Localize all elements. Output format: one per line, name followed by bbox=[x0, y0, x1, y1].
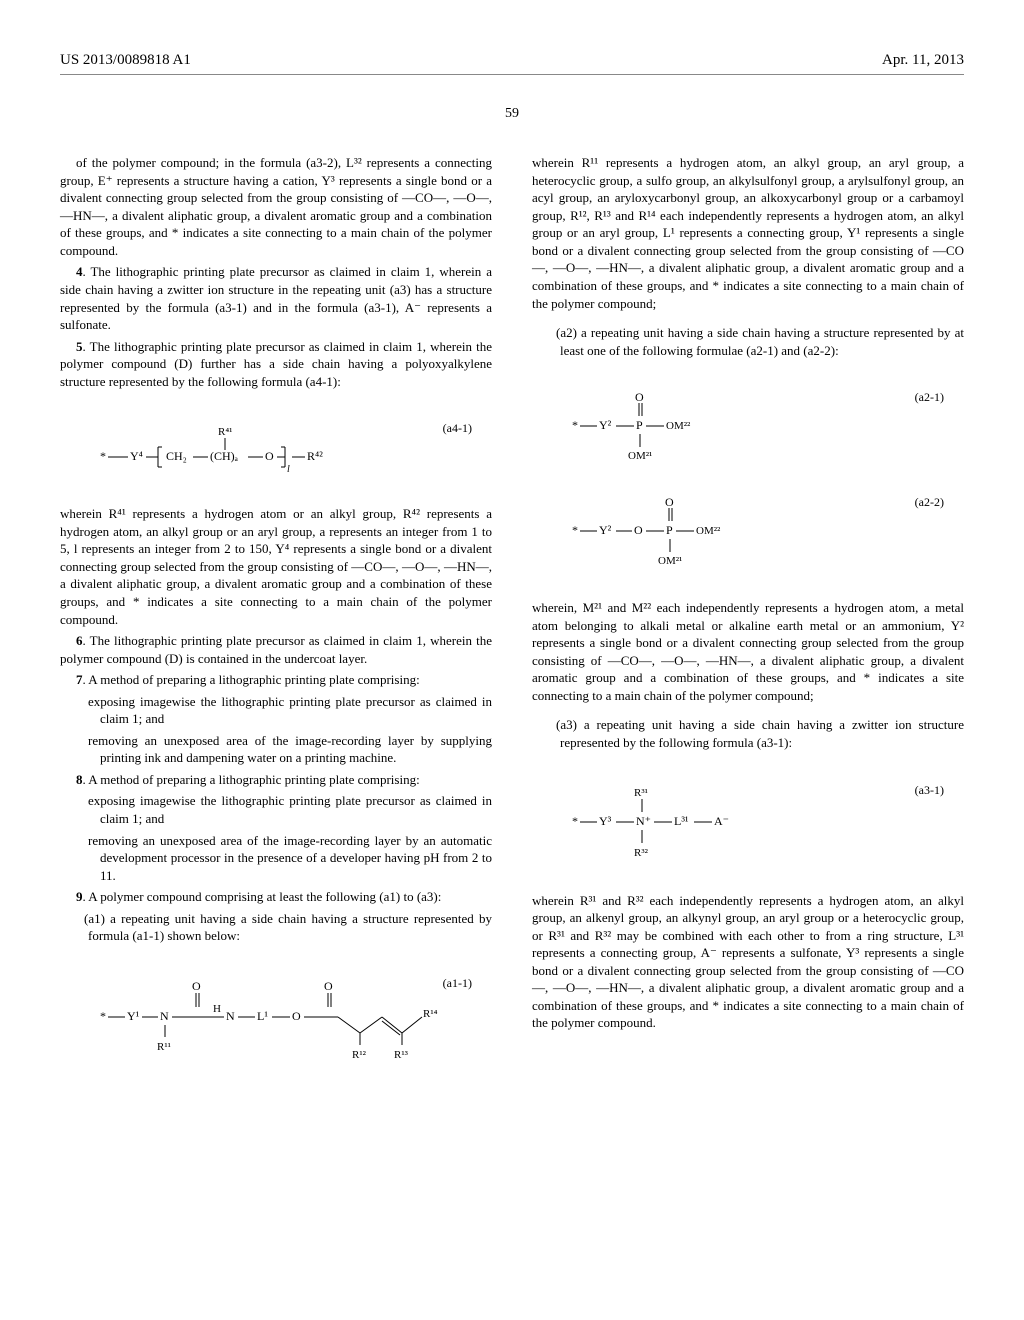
formula-a3-1-label: (a3-1) bbox=[915, 782, 944, 798]
svg-text:l: l bbox=[287, 464, 290, 475]
svg-text:*: * bbox=[572, 523, 578, 537]
claim-7-body: . A method of preparing a lithographic p… bbox=[83, 672, 420, 687]
patent-number: US 2013/0089818 A1 bbox=[60, 50, 191, 70]
svg-text:N: N bbox=[226, 1009, 235, 1023]
left-column: of the polymer compound; in the formula … bbox=[60, 154, 492, 1095]
claim-5: 5. The lithographic printing plate precu… bbox=[60, 338, 492, 391]
svg-text:*: * bbox=[100, 449, 106, 463]
svg-text:O: O bbox=[324, 979, 333, 993]
text-after-a3: wherein R³¹ and R³² each independently r… bbox=[532, 892, 964, 1032]
r11-description: wherein R¹¹ represents a hydrogen atom, … bbox=[532, 154, 964, 312]
continuation-text: of the polymer compound; in the formula … bbox=[60, 154, 492, 259]
svg-text:Y²: Y² bbox=[599, 523, 612, 537]
svg-text:Y³: Y³ bbox=[599, 814, 612, 828]
svg-text:OM²²: OM²² bbox=[666, 420, 691, 432]
a2-intro: (a2) a repeating unit having a side chai… bbox=[532, 324, 964, 359]
formula-a2-2-svg: * Y² O P O OM²¹ OM²² bbox=[572, 494, 792, 569]
claim-7: 7. A method of preparing a lithographic … bbox=[60, 671, 492, 689]
svg-text:*: * bbox=[572, 814, 578, 828]
svg-text:R⁴¹: R⁴¹ bbox=[218, 426, 232, 438]
formula-a1-1-label: (a1-1) bbox=[443, 975, 472, 991]
claim-8-body: . A method of preparing a lithographic p… bbox=[83, 772, 420, 787]
svg-text:H: H bbox=[213, 1003, 221, 1015]
formula-a4-1: (a4-1) * Y⁴ CH₂ (CH)ₐ R⁴¹ O bbox=[100, 420, 472, 475]
claim-9: 9. A polymer compound comprising at leas… bbox=[60, 888, 492, 906]
svg-text:CH₂: CH₂ bbox=[166, 449, 187, 463]
svg-text:OM²²: OM²² bbox=[696, 525, 721, 537]
formula-a3-1-svg: * Y³ N⁺ R³¹ R³² L³¹ A⁻ bbox=[572, 782, 802, 862]
claim-7-step-1: exposing imagewise the lithographic prin… bbox=[60, 693, 492, 728]
svg-text:(CH)ₐ: (CH)ₐ bbox=[210, 449, 239, 463]
svg-text:R³¹: R³¹ bbox=[634, 787, 648, 799]
formula-a1-1-svg: * Y¹ N R¹¹ O H N L¹ O bbox=[100, 975, 440, 1065]
svg-text:OM²¹: OM²¹ bbox=[628, 450, 652, 462]
svg-text:R¹²: R¹² bbox=[352, 1049, 367, 1061]
a3-intro: (a3) a repeating unit having a side chai… bbox=[532, 716, 964, 751]
svg-text:L¹: L¹ bbox=[257, 1009, 268, 1023]
svg-text:P: P bbox=[636, 418, 643, 432]
content-columns: of the polymer compound; in the formula … bbox=[60, 154, 964, 1095]
svg-text:O: O bbox=[634, 523, 643, 537]
formula-a2-2-label: (a2-2) bbox=[915, 494, 944, 510]
svg-text:O: O bbox=[665, 495, 674, 509]
svg-text:*: * bbox=[100, 1009, 106, 1023]
formula-a1-1: (a1-1) * Y¹ N R¹¹ O H N L¹ bbox=[100, 975, 472, 1065]
header: US 2013/0089818 A1 Apr. 11, 2013 bbox=[60, 50, 964, 75]
formula-a2-1-label: (a2-1) bbox=[915, 389, 944, 405]
claim-4-body: . The lithographic printing plate precur… bbox=[60, 264, 492, 332]
svg-text:R³²: R³² bbox=[634, 847, 649, 859]
claim-5-body: . The lithographic printing plate precur… bbox=[60, 339, 492, 389]
formula-a2-1-svg: * Y² P O OM²¹ OM²² bbox=[572, 389, 772, 464]
svg-text:R¹¹: R¹¹ bbox=[157, 1041, 171, 1053]
svg-text:*: * bbox=[572, 418, 578, 432]
svg-text:O: O bbox=[635, 390, 644, 404]
svg-text:O: O bbox=[192, 979, 201, 993]
claim-7-step-2: removing an unexposed area of the image-… bbox=[60, 732, 492, 767]
svg-text:L³¹: L³¹ bbox=[674, 814, 689, 828]
right-column: wherein R¹¹ represents a hydrogen atom, … bbox=[532, 154, 964, 1095]
svg-text:R¹⁴: R¹⁴ bbox=[423, 1008, 438, 1020]
formula-a4-1-svg: * Y⁴ CH₂ (CH)ₐ R⁴¹ O l bbox=[100, 420, 360, 475]
svg-text:Y²: Y² bbox=[599, 418, 612, 432]
formula-a3-1: (a3-1) * Y³ N⁺ R³¹ R³² L³¹ A⁻ bbox=[572, 782, 944, 862]
text-after-a2: wherein, M²¹ and M²² each independently … bbox=[532, 599, 964, 704]
svg-text:N⁺: N⁺ bbox=[636, 814, 651, 828]
svg-text:OM²¹: OM²¹ bbox=[658, 555, 682, 567]
claim-4: 4. The lithographic printing plate precu… bbox=[60, 263, 492, 333]
claim-8: 8. A method of preparing a lithographic … bbox=[60, 771, 492, 789]
svg-text:O: O bbox=[265, 449, 274, 463]
formula-a2-2: (a2-2) * Y² O P O OM²¹ OM²² bbox=[572, 494, 944, 569]
text-after-a4-1: wherein R⁴¹ represents a hydrogen atom o… bbox=[60, 505, 492, 628]
svg-text:R⁴²: R⁴² bbox=[307, 449, 323, 463]
claim-8-step-1: exposing imagewise the lithographic prin… bbox=[60, 792, 492, 827]
svg-text:N: N bbox=[160, 1009, 169, 1023]
claim-8-step-2: removing an unexposed area of the image-… bbox=[60, 832, 492, 885]
patent-date: Apr. 11, 2013 bbox=[882, 50, 964, 70]
claim-9-body: . A polymer compound comprising at least… bbox=[83, 889, 442, 904]
svg-text:P: P bbox=[666, 523, 673, 537]
formula-a4-1-label: (a4-1) bbox=[443, 420, 472, 436]
svg-text:Y¹: Y¹ bbox=[127, 1009, 140, 1023]
svg-text:O: O bbox=[292, 1009, 301, 1023]
svg-text:A⁻: A⁻ bbox=[714, 814, 729, 828]
claim-6: 6. The lithographic printing plate precu… bbox=[60, 632, 492, 667]
svg-text:Y⁴: Y⁴ bbox=[130, 449, 143, 463]
claim-6-body: . The lithographic printing plate precur… bbox=[60, 633, 492, 666]
claim-9-a1: (a1) a repeating unit having a side chai… bbox=[60, 910, 492, 945]
svg-text:R¹³: R¹³ bbox=[394, 1049, 409, 1061]
formula-a2-1: (a2-1) * Y² P O OM²¹ OM²² bbox=[572, 389, 944, 464]
page-number: 59 bbox=[60, 105, 964, 124]
